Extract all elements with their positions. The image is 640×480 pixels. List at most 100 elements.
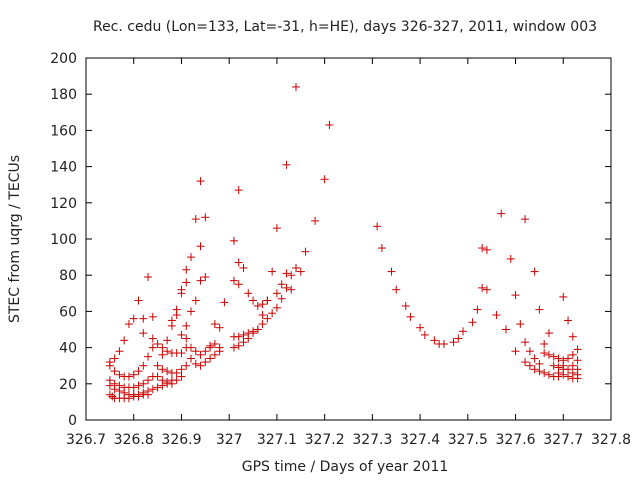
data-point	[268, 309, 277, 318]
data-point	[292, 263, 300, 272]
data-point	[153, 383, 162, 392]
data-point	[201, 273, 210, 282]
data-point	[115, 370, 124, 379]
data-point	[554, 363, 563, 372]
data-point	[177, 365, 186, 374]
data-point	[139, 361, 148, 370]
data-point	[535, 367, 544, 376]
data-point	[544, 350, 553, 359]
data-point	[229, 276, 238, 285]
data-point	[182, 334, 191, 343]
data-point	[449, 338, 458, 347]
data-point	[163, 336, 172, 345]
data-point	[387, 267, 396, 276]
axis-ticks: 326.7 326.8 326.9 327 327.1 327.2 327.3 327.4 32…	[50, 51, 631, 448]
data-point	[549, 352, 558, 361]
data-point	[377, 244, 386, 253]
data-point	[258, 300, 267, 309]
data-point	[287, 271, 296, 280]
data-point	[191, 359, 200, 368]
data-point	[549, 361, 558, 370]
data-point	[187, 343, 195, 352]
data-point	[191, 347, 200, 356]
data-point	[268, 267, 277, 276]
data-point	[420, 330, 429, 339]
x-tick-label: 327.6	[495, 432, 535, 448]
data-point	[196, 276, 205, 285]
y-tick-label: 100	[50, 232, 77, 248]
data-point	[177, 372, 186, 381]
data-point	[105, 358, 114, 367]
data-point	[511, 291, 520, 300]
data-point	[210, 350, 219, 359]
data-point	[239, 330, 248, 339]
data-point	[249, 327, 258, 336]
data-point	[573, 356, 582, 365]
data-point	[196, 242, 205, 251]
y-tick-label: 140	[50, 160, 77, 176]
x-tick-label: 326.9	[161, 432, 201, 448]
data-point	[182, 265, 191, 274]
data-point	[573, 365, 582, 374]
data-point	[568, 350, 577, 359]
data-point	[158, 343, 167, 352]
data-point	[564, 372, 573, 381]
y-tick-label: 60	[59, 304, 77, 320]
data-point	[263, 314, 272, 323]
x-tick-label: 327.5	[448, 432, 488, 448]
data-point	[559, 365, 568, 374]
data-point	[416, 323, 425, 332]
data-point	[158, 381, 167, 390]
data-point	[430, 336, 439, 345]
data-point	[115, 347, 124, 356]
data-point	[239, 338, 248, 347]
data-point	[220, 298, 229, 307]
data-point	[206, 341, 215, 350]
data-point	[401, 301, 410, 310]
data-point	[139, 314, 148, 323]
data-point	[263, 296, 272, 305]
data-point	[153, 361, 162, 370]
data-point	[497, 209, 506, 218]
data-point	[201, 347, 210, 356]
data-point	[554, 354, 563, 363]
data-point	[282, 283, 291, 292]
y-axis-label: STEC from uqrg / TECUs	[7, 155, 23, 323]
data-point	[172, 305, 181, 314]
data-point	[110, 379, 119, 388]
data-point	[177, 285, 186, 294]
data-point	[191, 215, 200, 224]
data-point	[478, 244, 487, 253]
data-points	[105, 82, 582, 403]
x-tick-label: 326.7	[66, 432, 106, 448]
data-point	[301, 247, 310, 256]
data-point	[325, 120, 334, 129]
data-point	[144, 376, 153, 385]
data-point	[153, 339, 162, 348]
data-point	[482, 285, 491, 294]
y-tick-label: 40	[59, 341, 77, 357]
data-point	[502, 325, 510, 334]
data-point	[110, 354, 119, 363]
data-point	[139, 388, 148, 397]
data-point	[196, 177, 205, 186]
data-point	[148, 312, 157, 321]
data-point	[521, 215, 530, 224]
data-point	[144, 273, 153, 282]
data-point	[287, 285, 296, 294]
data-point	[373, 222, 382, 231]
data-point	[124, 372, 133, 381]
x-tick-label: 327.1	[257, 432, 297, 448]
data-point	[115, 381, 124, 390]
data-point	[540, 349, 549, 358]
data-point	[191, 296, 200, 305]
data-point	[544, 329, 553, 338]
data-point	[234, 341, 243, 350]
data-point	[439, 339, 448, 348]
data-point	[172, 368, 181, 377]
data-point	[153, 372, 162, 381]
data-point	[182, 361, 191, 370]
data-point	[482, 245, 491, 254]
data-point	[129, 370, 138, 379]
data-point	[187, 307, 195, 316]
